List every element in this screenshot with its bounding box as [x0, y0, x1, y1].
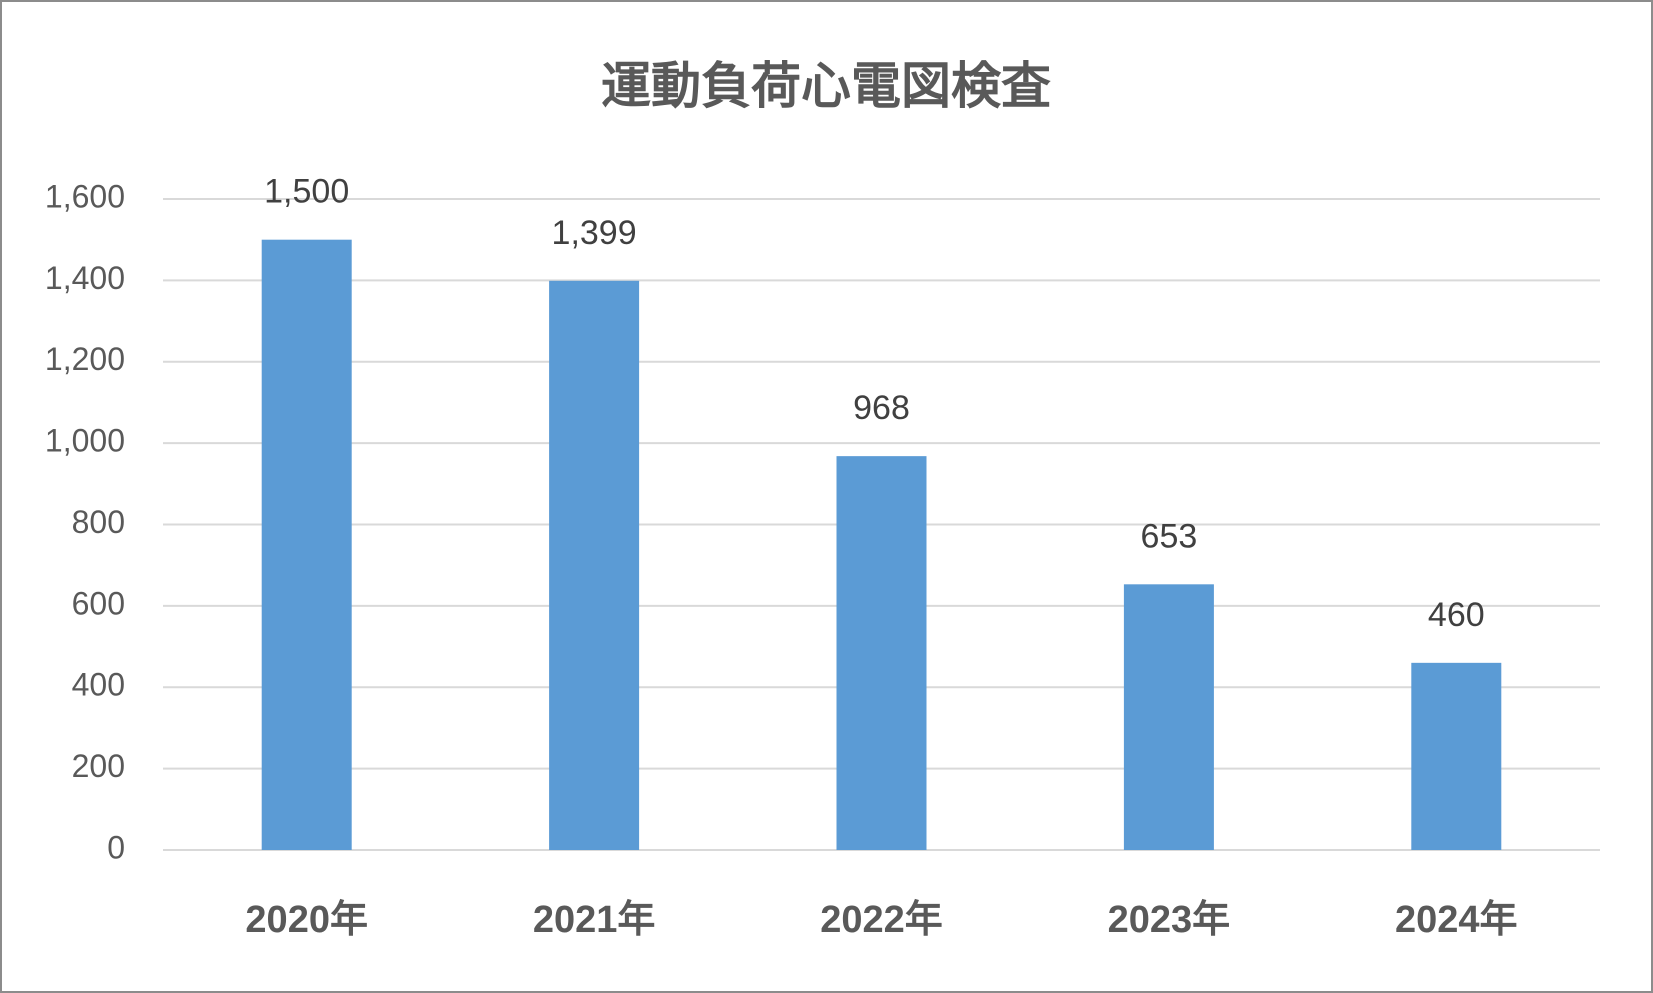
bar: [261, 239, 352, 850]
value-label: 1,500: [264, 173, 349, 211]
y-tick-label: 1,200: [45, 341, 125, 377]
x-tick-label: 2024年: [1395, 899, 1518, 941]
x-tick-label: 2020年: [245, 899, 368, 941]
y-tick-label: 200: [72, 748, 125, 784]
bar: [836, 456, 927, 850]
value-label: 968: [853, 389, 910, 427]
y-tick-label: 600: [72, 585, 125, 621]
bar: [1123, 584, 1214, 850]
bar: [549, 280, 640, 850]
y-tick-label: 1,600: [45, 178, 125, 214]
value-label: 1,399: [552, 214, 637, 252]
bar: [1411, 662, 1502, 850]
x-tick-label: 2023年: [1108, 899, 1231, 941]
y-tick-label: 1,400: [45, 260, 125, 296]
y-tick-label: 1,000: [45, 423, 125, 459]
y-tick-label: 400: [72, 667, 125, 703]
value-label: 460: [1428, 596, 1485, 634]
x-tick-label: 2021年: [533, 899, 656, 941]
y-tick-label: 800: [72, 504, 125, 540]
x-tick-label: 2022年: [820, 899, 943, 941]
y-tick-label: 0: [107, 829, 125, 865]
chart-title: 運動負荷心電図検査: [601, 58, 1051, 114]
value-label: 653: [1141, 517, 1198, 555]
